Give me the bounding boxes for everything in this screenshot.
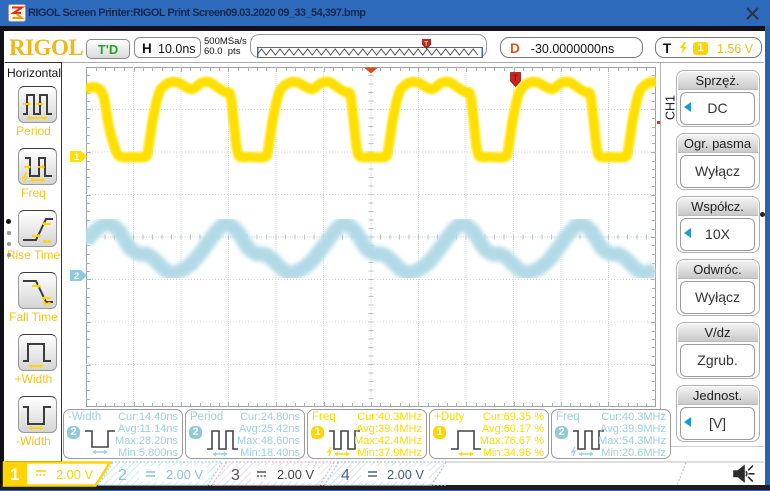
svg-text:CH1: CH1 (664, 95, 678, 120)
svg-text:1: 1 (10, 465, 19, 484)
svg-text:T: T (513, 73, 519, 83)
svg-text:3: 3 (231, 467, 240, 484)
svg-text:1: 1 (74, 152, 80, 162)
svg-text:2: 2 (118, 467, 127, 484)
svg-text:4: 4 (341, 467, 350, 484)
svg-text:T: T (424, 41, 428, 48)
svg-text:2.00 V: 2.00 V (277, 467, 314, 482)
svg-text:2.00 V: 2.00 V (166, 467, 203, 482)
svg-text:2.00 V: 2.00 V (387, 467, 424, 482)
svg-text:2.00 V: 2.00 V (56, 467, 93, 482)
svg-text:2: 2 (74, 271, 79, 281)
